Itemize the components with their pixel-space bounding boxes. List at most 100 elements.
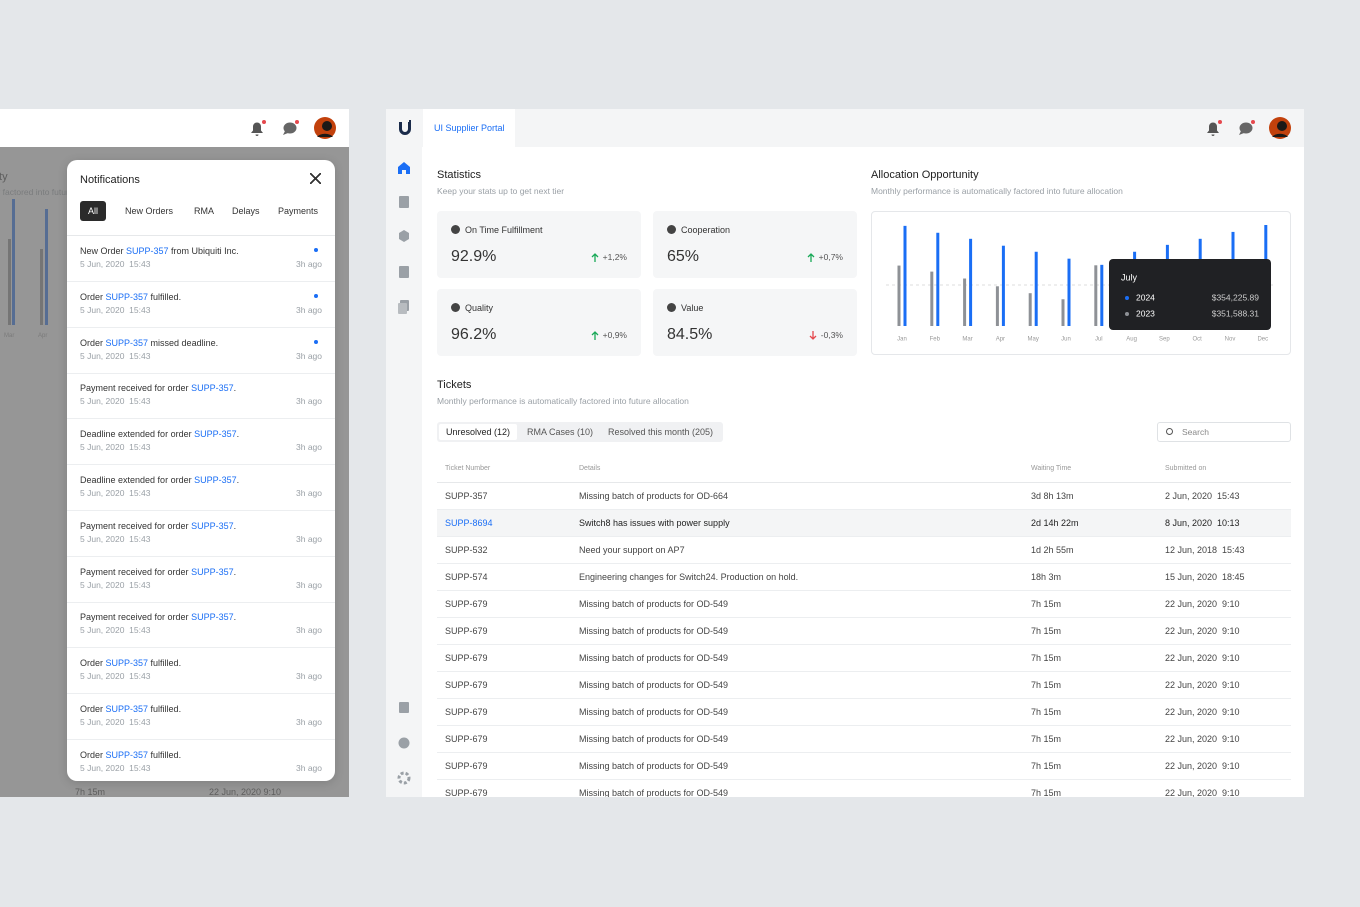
- ticket-row[interactable]: SUPP-574 Engineering changes for Switch24…: [437, 564, 1291, 591]
- ticket-cell: 3d 8h 13m: [1031, 491, 1074, 501]
- filter-tab[interactable]: RMA: [194, 206, 214, 216]
- notifications-popup: Notifications All New Orders RMA Delays Payme…: [67, 160, 335, 781]
- order-link[interactable]: SUPP-357: [191, 520, 234, 531]
- ticket-row[interactable]: SUPP-679 Missing batch of products for OD…: [437, 726, 1291, 753]
- notification[interactable]: Order SUPP-357 fulfilled. 5 Jun, 2020 15:…: [67, 282, 335, 328]
- order-link[interactable]: SUPP-357: [191, 383, 234, 394]
- order-link[interactable]: SUPP-357: [191, 612, 234, 623]
- text: Payment received for order: [80, 566, 192, 577]
- order-link[interactable]: SUPP-357: [105, 704, 149, 714]
- section-title: Tickets: [437, 379, 472, 391]
- notification[interactable]: Payment received for order SUPP-357. 5 Ju…: [67, 602, 335, 649]
- notification-date: 5 Jun, 2020 15:43: [80, 579, 151, 590]
- search-box[interactable]: Search: [1157, 422, 1291, 442]
- notification-age: 3h ago: [296, 625, 322, 636]
- order-link[interactable]: SUPP-357: [105, 291, 149, 302]
- trend-arrow: [591, 331, 599, 340]
- logo[interactable]: [396, 119, 414, 137]
- header-icons[interactable]: [240, 115, 345, 141]
- column-header: Details: [579, 465, 601, 472]
- ticket-cell: Need your support on AP7: [579, 545, 685, 555]
- bar: [969, 238, 973, 326]
- sidebar-icons[interactable]: [394, 157, 414, 797]
- text: .: [236, 429, 240, 440]
- notification[interactable]: Payment received for order SUPP-357. 5 Ju…: [67, 373, 335, 420]
- notification[interactable]: Payment received for order SUPP-357. 5 Ju…: [67, 511, 335, 557]
- ticket-cell: Missing batch of products for OD-549: [579, 626, 729, 636]
- order-link[interactable]: SUPP-357: [194, 429, 237, 440]
- ticket-cell: SUPP-8694: [445, 518, 493, 528]
- ticket-cell: Missing batch of products for OD-549: [579, 653, 729, 663]
- filter-tab[interactable]: New Orders: [125, 206, 174, 216]
- filter-tab[interactable]: Payments: [278, 206, 319, 216]
- ticket-row[interactable]: SUPP-679 Missing batch of products for OD…: [437, 672, 1291, 699]
- ticket-row[interactable]: SUPP-679 Missing batch of products for OD…: [437, 753, 1291, 780]
- text: .: [233, 383, 237, 394]
- stat-card: Value 84.5% -0,3%: [653, 289, 857, 356]
- notification[interactable]: New Order SUPP-357 from Ubiquiti Inc. 5 J…: [67, 236, 335, 282]
- notification[interactable]: Order SUPP-357 fulfilled. 5 Jun, 2020 15:…: [67, 648, 335, 695]
- filter-tab[interactable]: All: [80, 201, 107, 221]
- header-icons[interactable]: [1191, 115, 1296, 141]
- bar: [1028, 293, 1032, 326]
- ticket-row[interactable]: SUPP-679 Missing batch of products for OD…: [437, 618, 1291, 645]
- ticket-cell: Switch8 has issues with power supply: [579, 518, 730, 528]
- notification-age: 3h ago: [296, 717, 322, 727]
- text: Deadline extended for order: [80, 429, 195, 440]
- ticket-tab[interactable]: Unresolved (12): [439, 424, 518, 440]
- ticket-cell: 12 Jun, 2018 15:43: [1165, 545, 1245, 555]
- x-tick-label: Jun: [1061, 337, 1071, 343]
- section-title: Statistics: [437, 169, 482, 181]
- notification[interactable]: Order SUPP-357 missed deadline. 5 Jun, 20…: [67, 328, 335, 374]
- x-tick-label: Mar: [962, 337, 972, 343]
- ticket-tab[interactable]: Resolved this month (205): [608, 427, 714, 437]
- stat-change: +0,7%: [807, 252, 843, 262]
- order-link[interactable]: SUPP-357: [194, 475, 237, 485]
- stat-change: +1,2%: [591, 252, 627, 262]
- ticket-cell: Missing batch of products for OD-549: [579, 707, 729, 717]
- ticket-row[interactable]: SUPP-679 Missing batch of products for OD…: [437, 699, 1291, 726]
- x-tick-label: Aug: [1126, 337, 1137, 343]
- ticket-tab[interactable]: RMA Cases (10): [527, 427, 594, 437]
- close-button[interactable]: [310, 173, 321, 184]
- bar: [1094, 265, 1098, 326]
- order-link[interactable]: SUPP-357: [105, 658, 149, 669]
- text: .: [236, 475, 240, 485]
- order-link[interactable]: SUPP-357: [191, 566, 234, 577]
- bar: [1034, 251, 1038, 326]
- filter-tab[interactable]: C: [328, 201, 335, 221]
- portal-tab-label[interactable]: UI Supplier Portal: [434, 123, 505, 133]
- order-link[interactable]: SUPP-357: [126, 246, 169, 256]
- popup-title: Notifications: [80, 174, 140, 186]
- x-tick-label: Jul: [1095, 337, 1103, 343]
- text: fulfilled.: [148, 658, 182, 669]
- ticket-cell: 22 Jun, 2020 9:10: [1165, 788, 1240, 797]
- notification-text: Payment received for order SUPP-357.: [80, 383, 236, 393]
- ticket-row[interactable]: SUPP-8694 Switch8 has issues with power s…: [437, 510, 1291, 537]
- ticket-cell: Missing batch of products for OD-549: [579, 761, 729, 771]
- tooltip-title: July: [1121, 272, 1138, 282]
- text: .: [233, 520, 237, 531]
- notification-text: Order SUPP-357 fulfilled.: [80, 704, 181, 714]
- notification-text: Order SUPP-357 fulfilled.: [80, 292, 181, 302]
- ticket-cell: 2d 14h 22m: [1031, 518, 1079, 528]
- ticket-row[interactable]: SUPP-679 Missing batch of products for OD…: [437, 780, 1291, 797]
- ticket-cell: Missing batch of products for OD-664: [579, 491, 729, 501]
- ticket-cell: 22 Jun, 2020 9:10: [1165, 734, 1240, 744]
- ticket-row[interactable]: SUPP-679 Missing batch of products for OD…: [437, 591, 1291, 618]
- ticket-row[interactable]: SUPP-532 Need your support on AP7 1d 2h 55…: [437, 537, 1291, 564]
- ticket-row[interactable]: SUPP-679 Missing batch of products for OD…: [437, 645, 1291, 672]
- bar: [963, 278, 967, 326]
- ticket-cell: Missing batch of products for OD-549: [579, 680, 729, 690]
- portal-tab[interactable]: [423, 109, 515, 147]
- section-subtitle: Monthly performance is automatically fac…: [437, 396, 689, 406]
- notification[interactable]: Deadline extended for order SUPP-357. 5 J…: [67, 465, 335, 511]
- ticket-row[interactable]: SUPP-357 Missing batch of products for OD…: [437, 483, 1291, 510]
- filter-tab[interactable]: Delays: [232, 206, 260, 216]
- notification[interactable]: Order SUPP-357 fulfilled. 5 Jun, 2020 15:…: [67, 694, 335, 740]
- order-link[interactable]: SUPP-357: [105, 337, 149, 348]
- notification[interactable]: Payment received for order SUPP-357. 5 Ju…: [67, 557, 335, 603]
- order-link[interactable]: SUPP-357: [105, 749, 149, 760]
- notification[interactable]: Deadline extended for order SUPP-357. 5 J…: [67, 419, 335, 466]
- notification[interactable]: Order SUPP-357 fulfilled. 5 Jun, 2020 15:…: [67, 740, 335, 781]
